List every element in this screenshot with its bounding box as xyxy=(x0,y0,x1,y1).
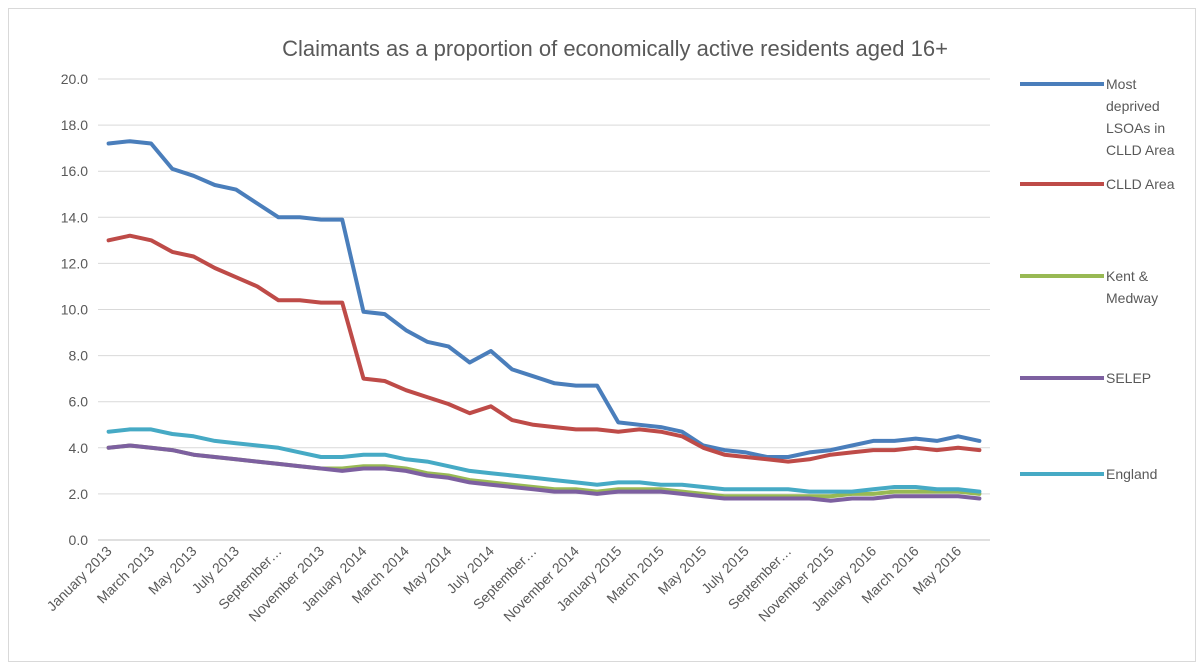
y-tick-label: 10.0 xyxy=(61,302,88,318)
x-tick-label: November 2013 xyxy=(245,543,327,625)
x-tick-label: November 2015 xyxy=(755,543,837,625)
series-line-most-deprived-lsoas-in-clld-area xyxy=(106,139,982,459)
y-tick-label: 0.0 xyxy=(69,532,89,548)
legend-label: LSOAs in xyxy=(1106,120,1165,136)
chart-title: Claimants as a proportion of economicall… xyxy=(282,36,948,61)
series-lines xyxy=(106,139,982,503)
x-tick-label: November 2014 xyxy=(500,543,582,625)
legend: Most deprived LSOAs in CLLD Area CLLD Area Ke… xyxy=(1020,76,1175,482)
y-tick-label: 6.0 xyxy=(69,394,89,410)
series-line-england xyxy=(106,427,982,494)
y-tick-label: 12.0 xyxy=(61,255,88,271)
series-line-clld-area xyxy=(106,233,982,464)
legend-label: SELEP xyxy=(1106,370,1151,386)
y-tick-label: 20.0 xyxy=(61,71,88,87)
y-tick-label: 16.0 xyxy=(61,163,88,179)
legend-label: CLLD Area xyxy=(1106,176,1175,192)
y-tick-label: 8.0 xyxy=(69,348,89,364)
y-tick-label: 2.0 xyxy=(69,486,89,502)
y-tick-label: 4.0 xyxy=(69,440,89,456)
y-tick-label: 18.0 xyxy=(61,117,88,133)
legend-label: Medway xyxy=(1106,290,1158,306)
y-axis-ticks: 0.0 2.0 4.0 6.0 8.0 10.0 12.0 14.0 16.0 18.0 20.0 xyxy=(61,71,88,548)
series-line-selep xyxy=(106,443,982,503)
y-tick-label: 14.0 xyxy=(61,209,88,225)
legend-label: Kent & xyxy=(1106,268,1149,284)
legend-label: CLLD Area xyxy=(1106,142,1175,158)
gridlines xyxy=(98,78,990,541)
legend-label: England xyxy=(1106,466,1157,482)
chart-frame xyxy=(8,8,1196,662)
legend-label: deprived xyxy=(1106,98,1160,114)
legend-label: Most xyxy=(1106,76,1136,92)
